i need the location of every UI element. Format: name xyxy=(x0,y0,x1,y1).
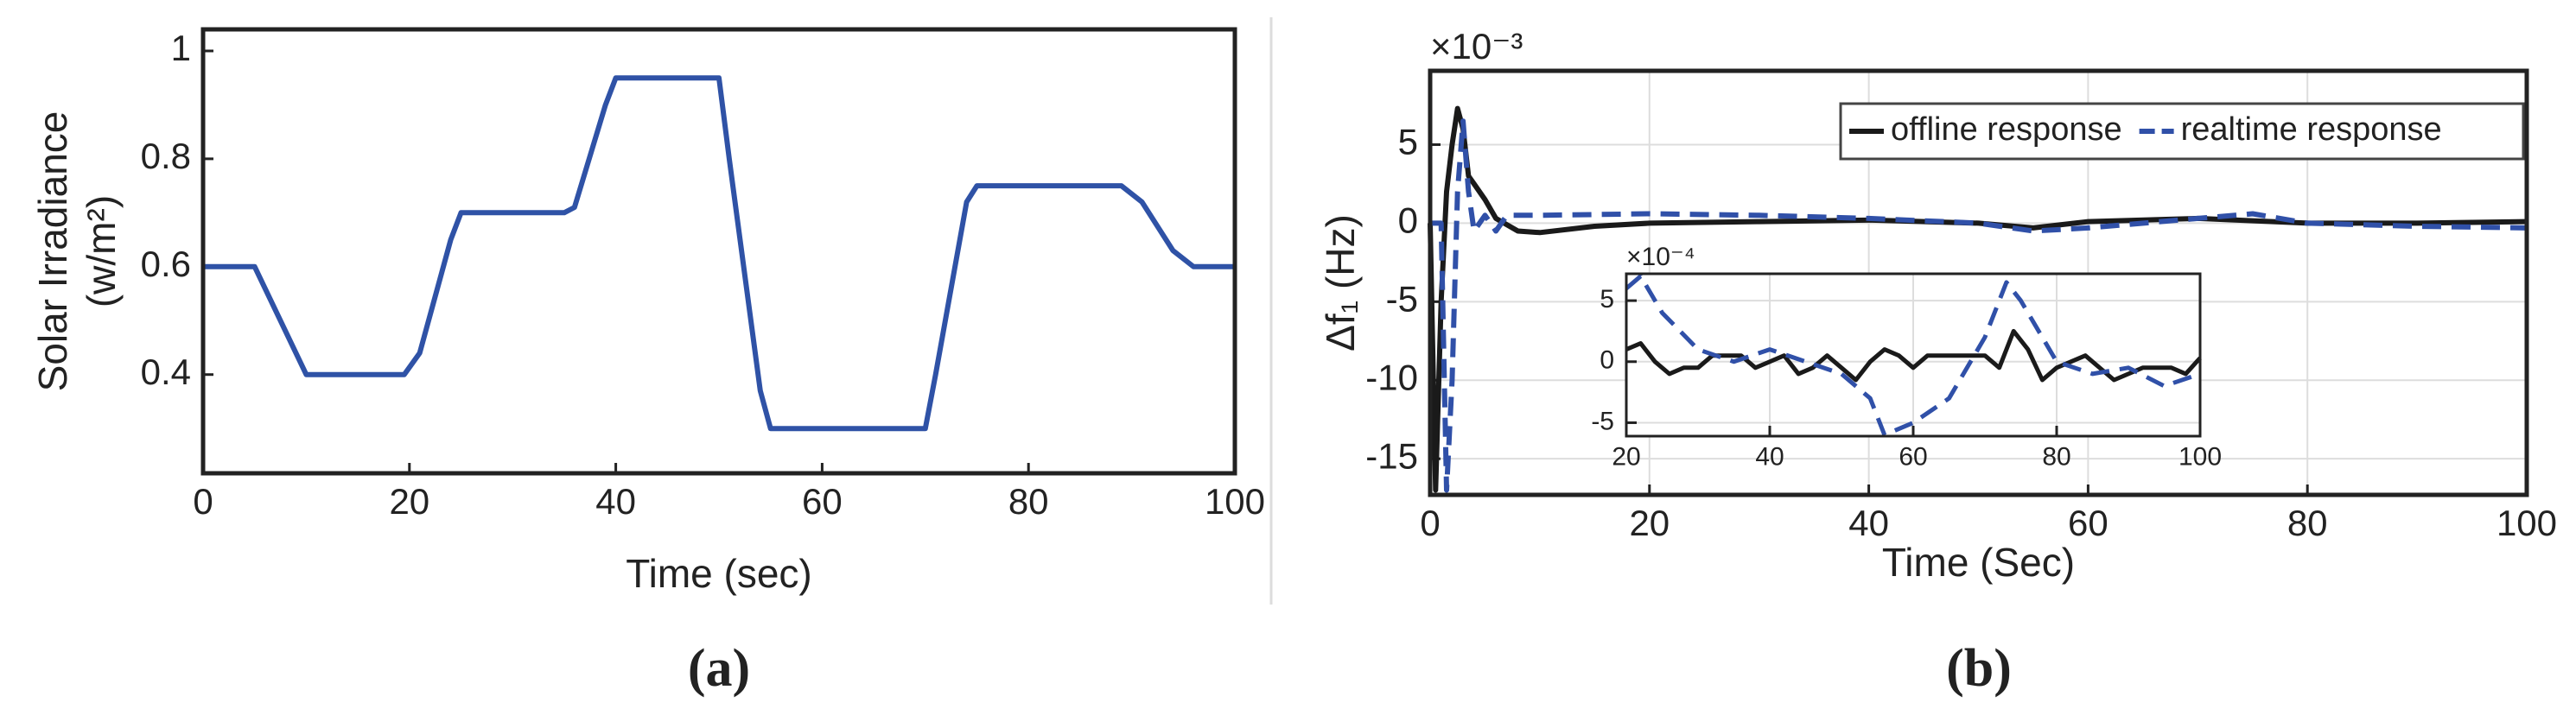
x-tick-label: 40 xyxy=(1848,503,1889,543)
x-tick-label: 100 xyxy=(2496,503,2557,543)
plot-frame xyxy=(1625,272,2202,438)
y-tick-label: -5 xyxy=(1591,407,1614,435)
legend-box xyxy=(1839,102,2525,161)
x-tick-label: 20 xyxy=(389,481,429,522)
legend-label: offline response xyxy=(1891,111,2122,148)
panel-caption: (a) xyxy=(688,639,750,698)
x-axis-label: Time (Sec) xyxy=(1882,540,2075,585)
y-axis-label: Δf₁ (Hz) xyxy=(1318,214,1363,352)
y-tick-label: 0.6 xyxy=(141,244,191,284)
y-tick-label: -5 xyxy=(1386,278,1418,319)
plot-frame xyxy=(200,27,1237,476)
legend-label: realtime response xyxy=(2181,111,2442,148)
y-tick-label: 0 xyxy=(1600,346,1614,375)
x-tick-label: 0 xyxy=(193,481,213,522)
x-tick-label: 60 xyxy=(1899,442,1927,471)
data-line xyxy=(1428,105,2528,493)
x-tick-label: 40 xyxy=(595,481,636,522)
y-tick-label: 5 xyxy=(1600,285,1614,314)
x-tick-label: 100 xyxy=(1205,481,1265,522)
x-tick-label: 60 xyxy=(2068,503,2109,543)
x-axis-label: Time (sec) xyxy=(626,551,812,596)
x-tick-label: 80 xyxy=(2042,442,2070,471)
x-tick-label: 0 xyxy=(1420,503,1440,543)
plot-area xyxy=(203,29,1235,473)
y-tick-label: 0 xyxy=(1398,200,1418,240)
y-tick-label: -15 xyxy=(1365,435,1418,476)
y-tick-label: 0.4 xyxy=(141,352,191,392)
x-tick-label: 80 xyxy=(2287,503,2328,543)
y-tick-label: -10 xyxy=(1365,357,1418,397)
y-axis-label: Solar Irradiance xyxy=(30,111,75,392)
y-tick-label: 0.8 xyxy=(141,136,191,176)
axis-multiplier: ×10⁻³ xyxy=(1430,26,1523,66)
data-line xyxy=(1430,118,2528,493)
y-tick-label: 5 xyxy=(1398,122,1418,162)
x-tick-label: 40 xyxy=(1755,442,1784,471)
axis-multiplier: ×10⁻⁴ xyxy=(1626,243,1695,271)
x-tick-label: 20 xyxy=(1612,442,1640,471)
y-axis-label: (w/m²) xyxy=(79,195,124,307)
data-line xyxy=(1625,274,2201,438)
x-tick-label: 80 xyxy=(1008,481,1049,522)
x-tick-label: 20 xyxy=(1629,503,1670,543)
data-line xyxy=(203,75,1235,432)
panel-caption: (b) xyxy=(1946,639,2012,698)
data-line xyxy=(1625,328,2202,383)
y-tick-label: 1 xyxy=(171,28,191,68)
plot-frame xyxy=(1428,68,2529,497)
x-tick-label: 60 xyxy=(802,481,843,522)
x-tick-label: 100 xyxy=(2178,442,2222,471)
